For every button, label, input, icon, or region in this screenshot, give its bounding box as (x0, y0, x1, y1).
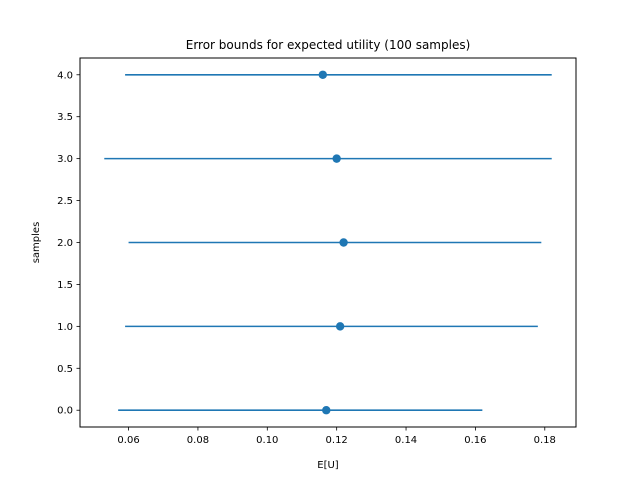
data-point-0 (322, 406, 331, 415)
y-tick-label-3: 1.5 (57, 280, 73, 291)
x-tick-label-1: 0.08 (187, 435, 209, 446)
x-tick-label-5: 0.16 (464, 435, 486, 446)
y-tick-label-1: 0.5 (57, 364, 73, 375)
y-tick-label-5: 2.5 (57, 196, 73, 207)
data-point-4 (318, 70, 327, 79)
y-tick-label-7: 3.5 (57, 112, 73, 123)
y-axis: 0.0 0.5 1.0 1.5 2.0 2.5 3.0 3.5 4.0 (57, 70, 80, 417)
data-point-2 (339, 238, 348, 247)
x-tick-label-0: 0.06 (117, 435, 139, 446)
x-axis-label: E[U] (317, 460, 339, 471)
y-tick-label-0: 0.0 (57, 406, 73, 417)
x-tick-label-4: 0.14 (395, 435, 417, 446)
x-tick-label-6: 0.18 (534, 435, 556, 446)
x-tick-label-2: 0.10 (256, 435, 278, 446)
data-point-1 (335, 322, 345, 331)
y-tick-label-2: 1.0 (57, 322, 73, 333)
x-axis: 0.06 0.08 0.10 0.12 0.14 0.16 0.18 (117, 427, 556, 446)
x-tick-label-3: 0.12 (326, 435, 348, 446)
plot-area (104, 70, 552, 415)
y-tick-label-4: 2.0 (57, 238, 73, 249)
y-tick-label-8: 4.0 (57, 70, 73, 81)
data-point-3 (332, 154, 341, 163)
y-axis-label: samples (31, 222, 42, 264)
y-tick-label-6: 3.0 (57, 154, 73, 165)
chart-title: Error bounds for expected utility (100 s… (186, 38, 471, 52)
